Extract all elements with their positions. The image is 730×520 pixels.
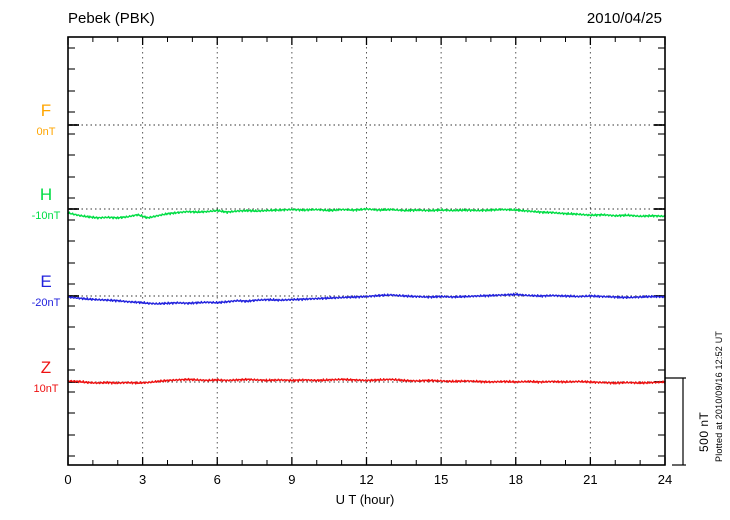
trace-layer — [67, 207, 666, 385]
plot-frame — [67, 36, 666, 466]
x-tick-label: 15 — [433, 472, 449, 487]
page-title: Pebek (PBK) — [68, 10, 155, 27]
component-letter-e: E — [40, 272, 52, 291]
scale-bar-label: 500 nT — [697, 411, 711, 452]
x-tick-label: 21 — [583, 472, 598, 487]
x-tick-label: 9 — [288, 472, 296, 487]
component-baseline-h: -10nT — [31, 210, 61, 222]
component-baseline-z: 10nT — [33, 383, 59, 395]
x-tick-label: 3 — [139, 472, 147, 487]
component-baseline-f: 0nT — [36, 126, 56, 138]
trace-z — [67, 377, 666, 385]
component-letter-h: H — [39, 185, 53, 204]
scale-bar — [665, 377, 686, 466]
plot-border — [67, 36, 666, 466]
trace-h — [67, 207, 666, 220]
tick-layer — [67, 37, 666, 465]
x-axis-title: U T (hour) — [335, 492, 395, 507]
component-letter-z: Z — [40, 358, 52, 377]
x-tick-label: 18 — [508, 472, 523, 487]
x-tick-label: 0 — [64, 472, 72, 487]
x-tick-label: 24 — [657, 472, 673, 487]
component-baseline-e: -20nT — [31, 297, 61, 309]
trace-e — [67, 292, 666, 305]
plot-timestamp: Plotted at 2010/09/16 12:52 UT — [714, 330, 724, 462]
grid-layer — [142, 37, 591, 465]
x-tick-label: 6 — [213, 472, 221, 487]
chart-date: 2010/04/25 — [586, 10, 662, 27]
x-tick-label: 12 — [359, 472, 374, 487]
component-letter-f: F — [40, 101, 52, 120]
